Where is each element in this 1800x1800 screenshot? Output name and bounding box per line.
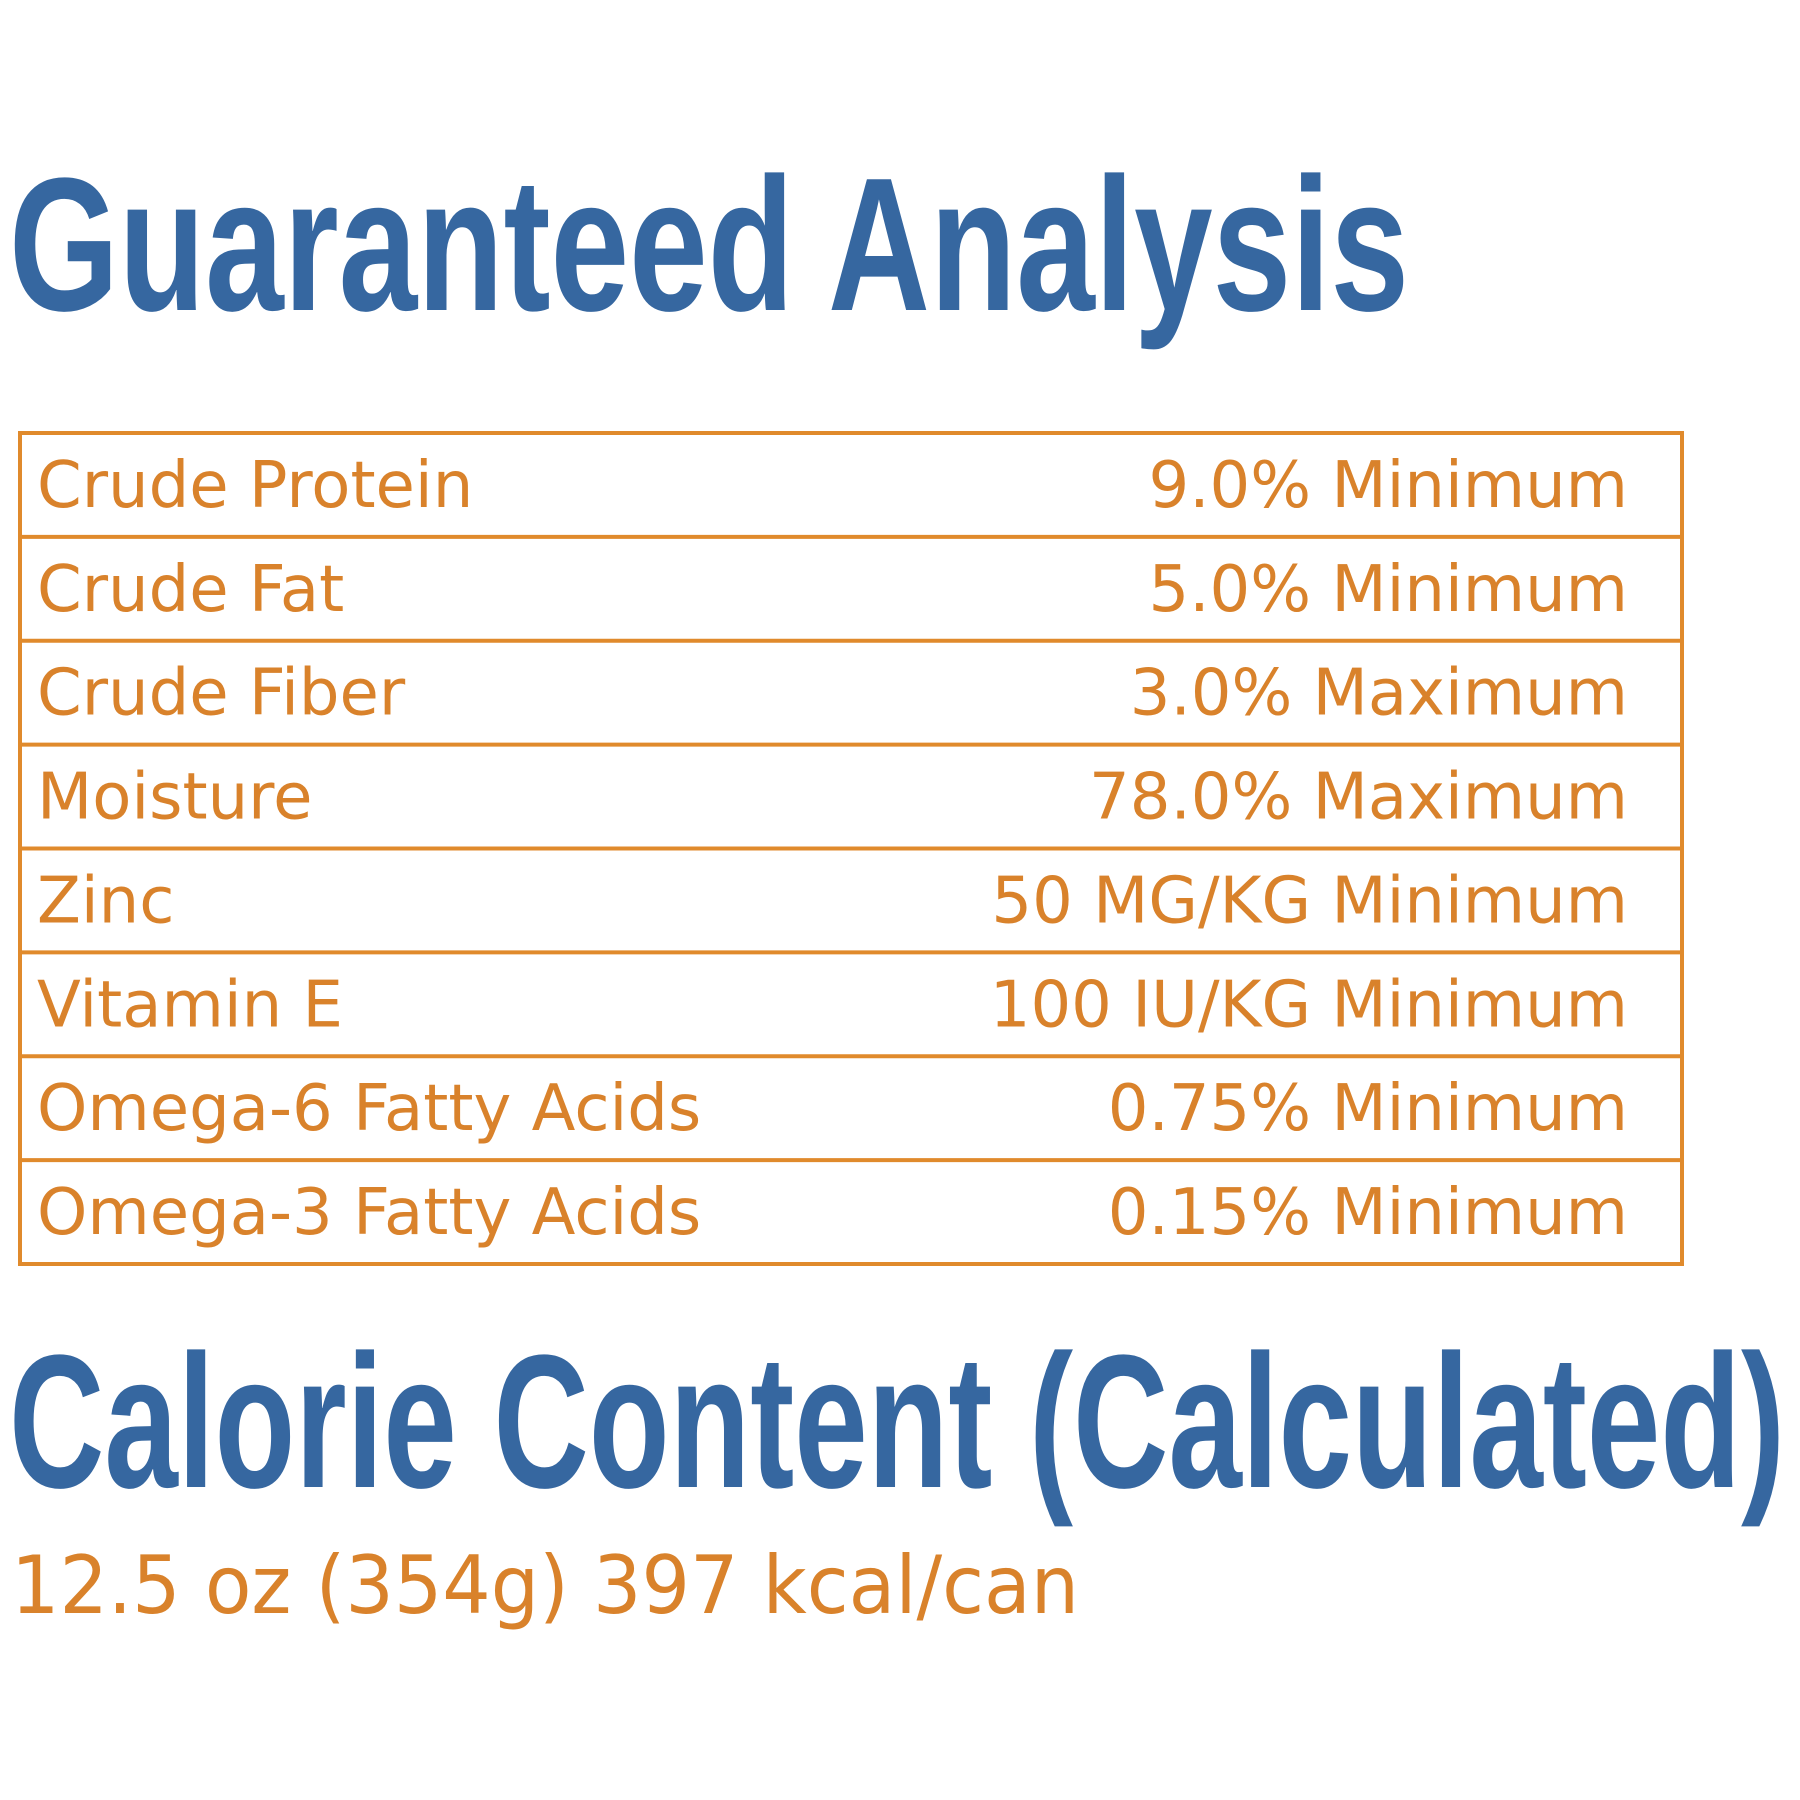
heading: Calorie Content (Calculated) <box>9 1316 1785 1528</box>
nutrient-value: 0.75% Minimum <box>1108 1072 1628 1146</box>
nutrient-value: 78.0% Maximum <box>1089 761 1628 835</box>
nutrient-value: 50 MG/KG Minimum <box>991 864 1628 938</box>
nutrient-value: 0.15% Minimum <box>1108 1176 1628 1250</box>
nutrient-value: 9.0% Minimum <box>1148 449 1628 523</box>
heading: Guaranteed Analysis <box>9 139 1409 351</box>
nutrient-name: Vitamin E <box>37 968 343 1042</box>
nutrient-name: Crude Fat <box>37 553 344 627</box>
nutrient-name: Zinc <box>37 864 174 938</box>
nutrient-name: Omega-3 Fatty Acids <box>37 1176 701 1250</box>
nutrient-value: 5.0% Minimum <box>1148 553 1628 627</box>
nutrient-name: Crude Protein <box>37 449 473 523</box>
nutrient-name: Crude Fiber <box>37 657 406 731</box>
nutrient-name: Moisture <box>37 761 312 835</box>
calorie-text: 12.5 oz (354g) 397 kcal/can <box>11 1539 1079 1632</box>
nutrient-value: 3.0% Maximum <box>1130 657 1628 731</box>
nutrient-value: 100 IU/KG Minimum <box>990 968 1628 1042</box>
analysis-table: Crude Protein 9.0% Minimum Crude Fat 5.0% M… <box>18 431 1684 1266</box>
nutrient-name: Omega-6 Fatty Acids <box>37 1072 701 1146</box>
